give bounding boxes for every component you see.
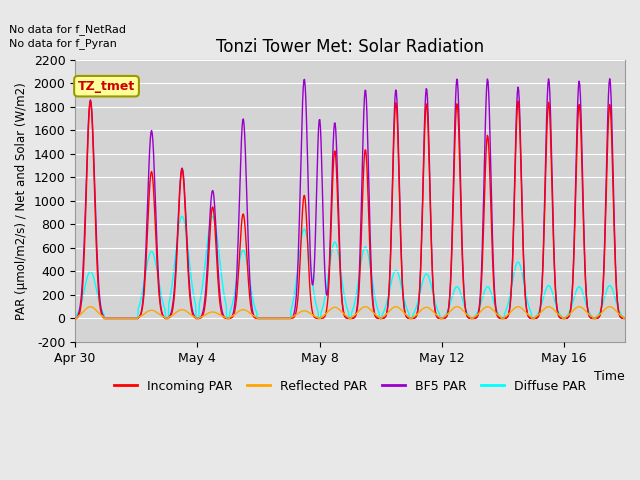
Title: Tonzi Tower Met: Solar Radiation: Tonzi Tower Met: Solar Radiation bbox=[216, 37, 484, 56]
Text: TZ_tmet: TZ_tmet bbox=[78, 80, 135, 93]
X-axis label: Time: Time bbox=[595, 370, 625, 383]
Text: No data for f_Pyran: No data for f_Pyran bbox=[9, 38, 117, 49]
Legend: Incoming PAR, Reflected PAR, BF5 PAR, Diffuse PAR: Incoming PAR, Reflected PAR, BF5 PAR, Di… bbox=[109, 375, 591, 398]
Y-axis label: PAR (μmol/m2/s) / Net and Solar (W/m2): PAR (μmol/m2/s) / Net and Solar (W/m2) bbox=[15, 82, 28, 320]
Text: No data for f_NetRad: No data for f_NetRad bbox=[9, 24, 126, 35]
